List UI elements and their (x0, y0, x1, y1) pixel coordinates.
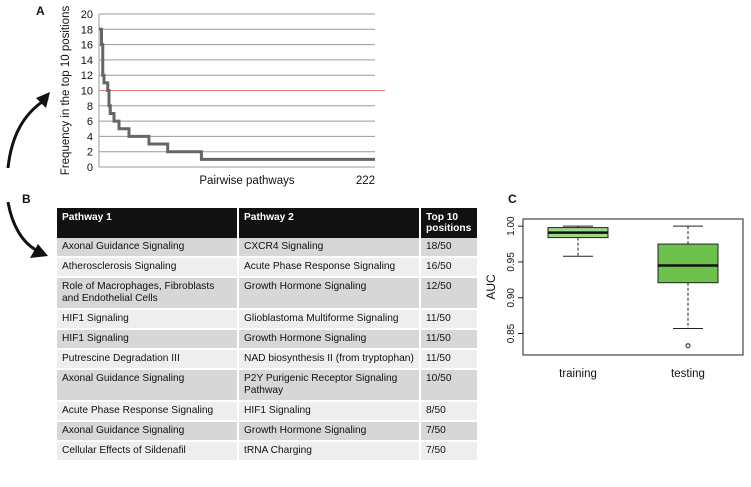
y-tick-label: 8 (87, 101, 93, 113)
pathway-1-cell: HIF1 Signaling (57, 309, 239, 330)
connector-arrows (6, 92, 50, 258)
y-tick-label: 0.95 (506, 252, 517, 272)
pathway-1-cell: Cellular Effects of Sildenafil (57, 441, 239, 462)
panel-a-letter: A (36, 4, 45, 18)
pathway-2-cell: P2Y Purigenic Receptor Signaling Pathway (238, 369, 421, 402)
frequency-line-chart: 0 2 4 6 8 10 12 14 16 18 20 Frequency in the top 10… (60, 6, 385, 187)
auc-boxplot: 0.85 0.90 0.95 1.00 AUC training testing (485, 216, 744, 380)
pathway-1-cell: HIF1 Signaling (57, 329, 239, 350)
pathway-1-cell: Axonal Guidance Signaling (57, 421, 239, 442)
y-tick-label: 0.90 (506, 288, 517, 308)
y-tick-label: 6 (87, 116, 93, 128)
table-row: Axonal Guidance Signaling Growth Hormone … (57, 421, 477, 442)
table-header-row: Pathway 1 Pathway 2 Top 10 positions (57, 208, 477, 238)
upper-curved-arrow (6, 96, 49, 169)
header-pathway-1: Pathway 1 (57, 208, 239, 238)
pathway-1-cell: Putrescine Degradation III (57, 349, 239, 370)
pathway-2-cell: Acute Phase Response Signaling (238, 257, 421, 278)
y-tick-label: 1.00 (506, 216, 517, 236)
table-row: Putrescine Degradation III NAD biosynthes… (57, 349, 477, 370)
top10-cell: 11/50 (420, 329, 477, 350)
pathway-2-cell: Glioblastoma Multiforme Signaling (238, 309, 421, 330)
top10-cell: 11/50 (420, 349, 477, 370)
plot-frame (522, 218, 744, 356)
y-tick-label: 0.85 (506, 323, 517, 343)
x-category-label: training (559, 368, 597, 380)
y-tick-label: 2 (87, 147, 93, 159)
top10-cell: 12/50 (420, 277, 477, 310)
top10-cell: 8/50 (420, 401, 477, 422)
table-row: Cellular Effects of Sildenafil tRNA Charg… (57, 441, 477, 462)
x-end-label: 222 (356, 175, 375, 187)
frequency-series-line (99, 27, 375, 161)
table-row: Axonal Guidance Signaling P2Y Purigenic R… (57, 369, 477, 402)
panel-c-letter: C (508, 192, 517, 206)
pathway-2-cell: tRNA Charging (238, 441, 421, 462)
pathway-pairs-table: Pathway 1 Pathway 2 Top 10 positions Axo… (57, 208, 477, 462)
pathway-1-cell: Role of Macrophages, Fibroblasts and End… (57, 277, 239, 310)
top10-cell: 7/50 (420, 421, 477, 442)
y-axis-label: Frequency in the top 10 positions (60, 6, 72, 176)
testing-box (657, 243, 719, 284)
y-tick-label: 16 (81, 40, 93, 52)
top10-cell: 11/50 (420, 309, 477, 330)
header-top10-positions: Top 10 positions (420, 208, 477, 238)
top10-cell: 7/50 (420, 441, 477, 462)
pathway-2-cell: Growth Hormone Signaling (238, 421, 421, 442)
table-row: HIF1 Signaling Glioblastoma Multiforme Si… (57, 309, 477, 330)
panel-b-letter: B (22, 192, 31, 206)
top10-cell: 10/50 (420, 369, 477, 402)
upper-arrowhead (36, 92, 50, 108)
pathway-2-cell: Growth Hormone Signaling (238, 329, 421, 350)
y-tick-label: 20 (81, 9, 93, 21)
y-tick-label: 18 (81, 24, 93, 36)
y-axis-label: AUC (485, 274, 498, 300)
x-category-label: testing (671, 368, 705, 380)
header-pathway-2: Pathway 2 (238, 208, 421, 238)
y-tick-label: 14 (81, 55, 93, 67)
x-axis-label: Pairwise pathways (199, 175, 294, 187)
pathway-2-cell: CXCR4 Signaling (238, 238, 421, 258)
top10-cell: 18/50 (420, 238, 477, 258)
outlier-point (685, 343, 691, 349)
lower-arrowhead (30, 244, 48, 258)
table-row: Acute Phase Response Signaling HIF1 Signa… (57, 401, 477, 422)
table-row: Axonal Guidance Signaling CXCR4 Signaling… (57, 238, 477, 258)
table-row: HIF1 Signaling Growth Hormone Signaling 11… (57, 329, 477, 350)
pathway-1-cell: Acute Phase Response Signaling (57, 401, 239, 422)
pathway-1-cell: Atherosclerosis Signaling (57, 257, 239, 278)
y-tick-label: 12 (81, 70, 93, 82)
table-row: Role of Macrophages, Fibroblasts and End… (57, 277, 477, 310)
pathway-1-cell: Axonal Guidance Signaling (57, 369, 239, 402)
table-row: Atherosclerosis Signaling Acute Phase Res… (57, 257, 477, 278)
lower-curved-arrow (6, 201, 37, 252)
pathway-1-cell: Axonal Guidance Signaling (57, 238, 239, 258)
y-tick-label: 4 (87, 131, 93, 143)
y-tick-label: 10 (81, 86, 93, 98)
pathway-2-cell: Growth Hormone Signaling (238, 277, 421, 310)
pathway-2-cell: NAD biosynthesis II (from tryptophan) (238, 349, 421, 370)
y-tick-label: 0 (87, 162, 93, 174)
pathway-2-cell: HIF1 Signaling (238, 401, 421, 422)
top10-cell: 16/50 (420, 257, 477, 278)
